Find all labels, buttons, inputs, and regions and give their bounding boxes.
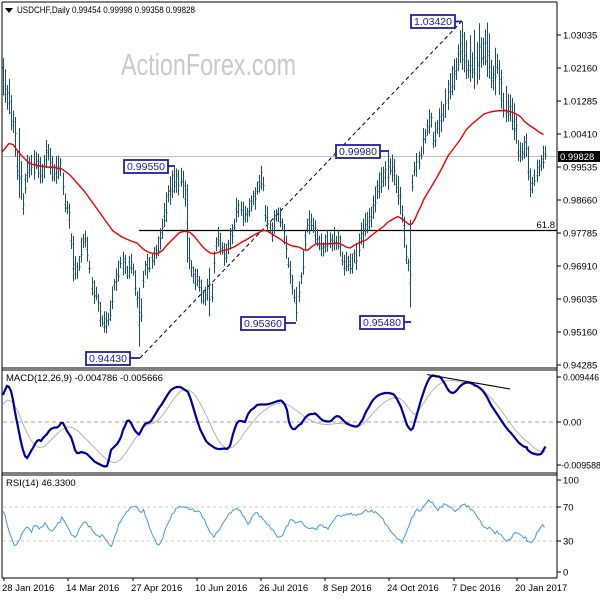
svg-text:0.94285: 0.94285 — [563, 361, 597, 372]
svg-text:USDCHF,Daily 0.99454 0.99998: USDCHF,Daily 0.99454 0.99998 0.99358 0.9… — [17, 5, 195, 16]
svg-text:26 Jul 2016: 26 Jul 2016 — [259, 583, 308, 594]
svg-text:0.00: 0.00 — [563, 418, 582, 429]
svg-text:61.8: 61.8 — [537, 220, 556, 231]
svg-text:0.99550: 0.99550 — [127, 162, 165, 173]
svg-text:0.009446: 0.009446 — [563, 373, 599, 384]
svg-text:8 Sep 2016: 8 Sep 2016 — [323, 583, 372, 594]
svg-text:0.98660: 0.98660 — [563, 196, 597, 207]
svg-text:0.95160: 0.95160 — [563, 328, 597, 339]
svg-text:14 Mar 2016: 14 Mar 2016 — [66, 583, 119, 594]
svg-text:0.99535: 0.99535 — [563, 163, 597, 174]
svg-text:1.03035: 1.03035 — [563, 31, 597, 42]
svg-text:0.94430: 0.94430 — [89, 354, 127, 365]
svg-text:1.03420: 1.03420 — [414, 17, 452, 28]
svg-text:0.96035: 0.96035 — [563, 295, 597, 306]
svg-text:1.02160: 1.02160 — [563, 64, 597, 75]
svg-text:7 Dec 2016: 7 Dec 2016 — [452, 583, 501, 594]
svg-text:RSI(14) 46.3300: RSI(14) 46.3300 — [6, 478, 76, 489]
svg-text:10 Jun 2016: 10 Jun 2016 — [195, 583, 247, 594]
svg-text:27 Apr 2016: 27 Apr 2016 — [131, 583, 182, 594]
svg-text:ActionForex.com: ActionForex.com — [121, 47, 296, 82]
svg-text:1.01285: 1.01285 — [563, 97, 597, 108]
svg-text:-0.009588: -0.009588 — [561, 461, 600, 472]
svg-text:28 Jan 2016: 28 Jan 2016 — [2, 583, 54, 594]
svg-text:20 Jan 2017: 20 Jan 2017 — [515, 583, 567, 594]
svg-text:0.95360: 0.95360 — [244, 319, 282, 330]
svg-text:100: 100 — [563, 476, 579, 487]
svg-text:1.00410: 1.00410 — [563, 130, 597, 141]
svg-text:0.99828: 0.99828 — [560, 152, 594, 163]
svg-text:0: 0 — [563, 568, 568, 579]
svg-text:70: 70 — [563, 503, 574, 514]
svg-text:30: 30 — [563, 537, 574, 548]
svg-text:0.96910: 0.96910 — [563, 262, 597, 273]
svg-text:0.99980: 0.99980 — [339, 147, 377, 158]
svg-text:0.95480: 0.95480 — [363, 318, 401, 329]
svg-text:0.97785: 0.97785 — [563, 229, 597, 240]
svg-text:MACD(12,26,9) -0.004786 -0.005: MACD(12,26,9) -0.004786 -0.005666 — [6, 373, 163, 384]
svg-text:24 Oct 2016: 24 Oct 2016 — [387, 583, 439, 594]
